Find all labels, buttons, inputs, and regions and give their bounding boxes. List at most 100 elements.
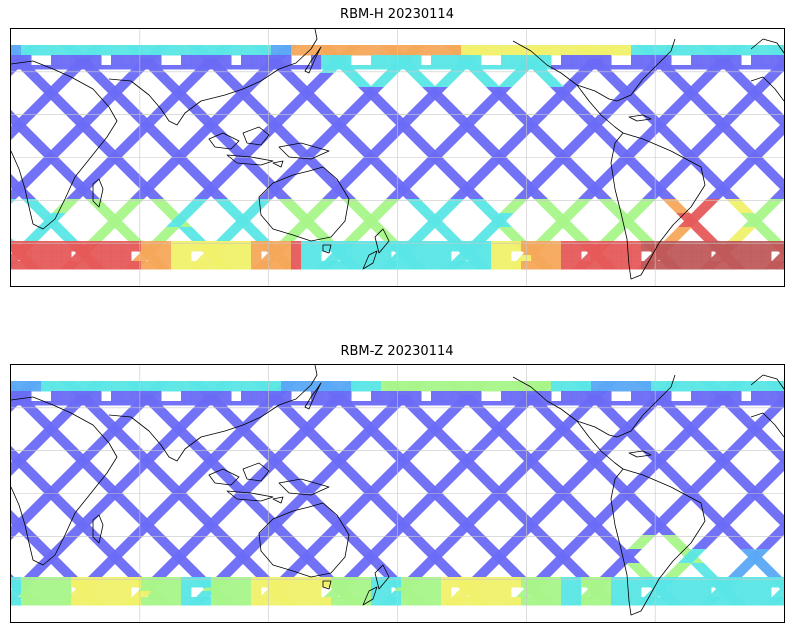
swath-segment (678, 549, 706, 563)
band-cell (481, 381, 492, 392)
band-cell (171, 261, 182, 270)
band-cell (531, 45, 542, 56)
band-cell (641, 381, 652, 392)
swath-segment (726, 535, 754, 549)
band-cell (261, 55, 272, 66)
band-cell (61, 65, 72, 70)
band-cell (321, 401, 332, 406)
band-cell (601, 391, 612, 402)
band-cell (11, 597, 22, 606)
band-cell (251, 381, 262, 392)
band-cell (161, 65, 172, 70)
swath-segment (406, 535, 434, 549)
band-cell (321, 261, 332, 270)
band-cell (381, 45, 392, 56)
band-cell (231, 45, 242, 56)
band-cell (571, 381, 582, 392)
band-cell (311, 251, 322, 262)
coastlines-bottom (11, 365, 784, 616)
swath-segment (102, 423, 130, 437)
band-cell (421, 45, 432, 56)
swath-segment (498, 73, 526, 87)
band-cell (151, 587, 162, 598)
swath-segment (684, 479, 712, 493)
band-cell (81, 241, 92, 252)
swath-segment (80, 507, 108, 521)
band-cell (111, 261, 122, 270)
band-cell (141, 381, 152, 392)
band-cell (91, 587, 102, 598)
band-cell (161, 577, 172, 588)
swath-segment (692, 199, 720, 213)
band-cell (61, 261, 72, 270)
band-cell (251, 65, 262, 70)
coastline (304, 382, 322, 410)
band-cell (711, 381, 722, 392)
coastline (272, 496, 284, 504)
band-cell (611, 577, 622, 588)
band-cell (761, 381, 772, 392)
band-cell (681, 381, 692, 392)
band-cell (91, 391, 102, 402)
band-cell (671, 577, 682, 588)
band-cell (581, 65, 592, 70)
swath-segment (464, 129, 492, 143)
swath-segment (408, 73, 436, 87)
swath-segment (414, 157, 442, 171)
band-cell (11, 241, 22, 252)
swath-segment (122, 171, 150, 185)
band-cell (761, 55, 772, 66)
band-cell (381, 65, 392, 70)
swath-segment (216, 227, 244, 241)
gridlines-bottom (11, 365, 784, 622)
band-cell (781, 401, 784, 406)
band-cell (241, 391, 252, 402)
swath-segment (24, 409, 52, 423)
band-cell (601, 401, 612, 406)
band-cell (591, 261, 602, 270)
swath-segment (44, 143, 72, 157)
band-cell (321, 241, 332, 252)
coastline (278, 478, 330, 496)
coastline (224, 29, 318, 96)
band-cell (571, 597, 582, 606)
band-cell (181, 55, 192, 66)
band-cell (41, 45, 52, 56)
band-cell (41, 587, 52, 598)
swath-segment (600, 409, 628, 423)
zonal-band-south-top (11, 241, 784, 270)
swath-segment (754, 409, 782, 423)
swath-segment (50, 409, 78, 423)
band-cell (401, 391, 412, 402)
band-cell (211, 45, 222, 56)
band-cell (331, 391, 342, 402)
swath-segment (38, 87, 66, 101)
band-cell (151, 401, 162, 406)
band-cell (641, 65, 652, 70)
band-cell (751, 55, 762, 66)
band-cell (551, 45, 562, 56)
swath-segment (230, 87, 258, 101)
band-cell (11, 55, 22, 66)
band-cell (81, 261, 92, 270)
coastline (242, 462, 270, 482)
swath-segment (322, 115, 350, 129)
band-cell (591, 391, 602, 402)
band-cell (431, 401, 442, 406)
swath-segment (342, 101, 370, 115)
swath-segment (472, 409, 500, 423)
band-cell (11, 45, 22, 56)
band-cell (211, 55, 222, 66)
swath-segment (614, 549, 642, 563)
band-cell (261, 391, 272, 402)
band-cell (701, 251, 712, 262)
swath-segment (30, 157, 58, 171)
swath-segment (358, 549, 386, 563)
map-panel-top (10, 28, 785, 287)
swath-segment (38, 213, 66, 227)
band-cell (741, 401, 752, 406)
band-cell (591, 597, 602, 606)
band-cell (211, 251, 222, 262)
band-cell (361, 401, 372, 406)
band-cell (501, 587, 512, 598)
